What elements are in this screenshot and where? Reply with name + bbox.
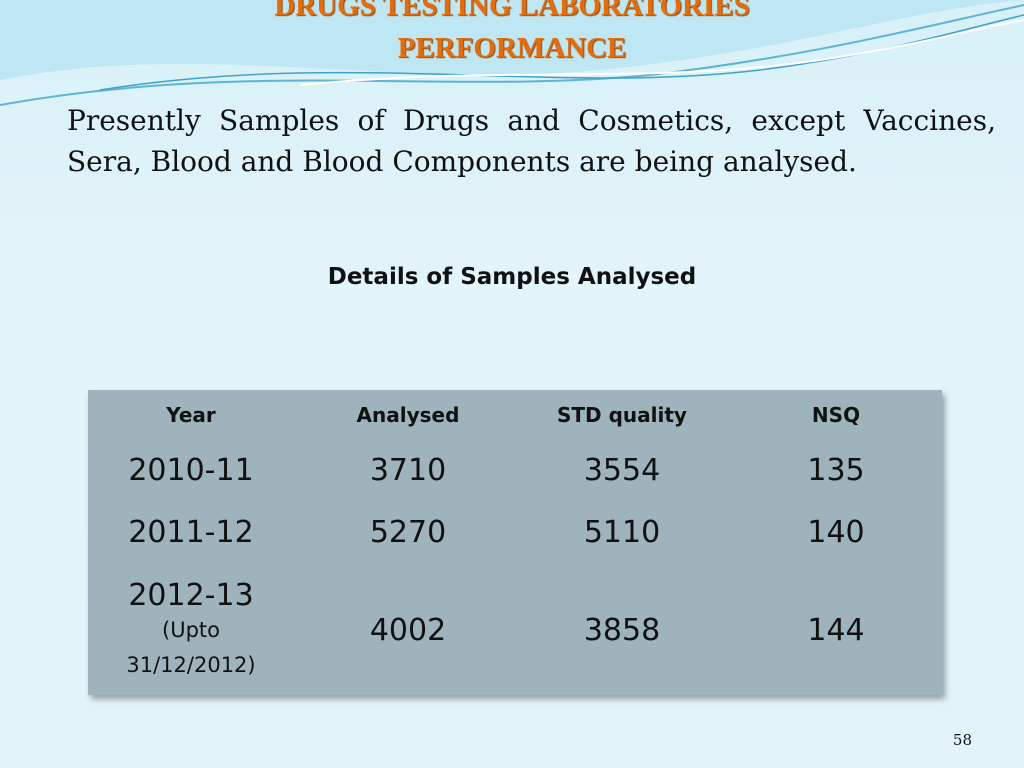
- year-note: (Upto 31/12/2012): [126, 617, 256, 677]
- table-cell: 3710: [369, 452, 447, 488]
- table-cell: 2012-13 (Upto 31/12/2012): [84, 565, 298, 695]
- paragraph: Presently Samples of Drugs and Cosmetics…: [67, 104, 996, 178]
- title-line: PERFORMANCE: [397, 32, 627, 64]
- table-cell: 140: [807, 515, 865, 550]
- table-cell: 2011-12: [128, 515, 254, 550]
- column-header: Year: [166, 403, 216, 427]
- table-cell: 5270: [369, 515, 447, 550]
- title-line: DRUGS TESTING LABORATORIES: [274, 0, 750, 22]
- column-header: Analysed: [356, 403, 460, 427]
- table-cell: 4002: [369, 612, 447, 648]
- page-number: 58: [952, 731, 972, 749]
- table-cell: 2010-11: [128, 452, 254, 488]
- table-cell: 3858: [583, 612, 661, 648]
- year-text: 2012-13: [128, 577, 254, 613]
- table: Year Analysed STD quality NSQ 2010-11 3710 355…: [88, 390, 942, 695]
- table-cell: 144: [807, 612, 865, 648]
- table-cell: 3554: [583, 452, 661, 488]
- column-header: NSQ: [811, 403, 861, 427]
- wave-decoration: [0, 0, 1024, 106]
- table-cell: 5110: [583, 515, 661, 550]
- column-header: STD quality: [557, 403, 687, 427]
- table-cell: 135: [807, 452, 865, 488]
- subtitle: Details of Samples Analysed: [327, 264, 697, 290]
